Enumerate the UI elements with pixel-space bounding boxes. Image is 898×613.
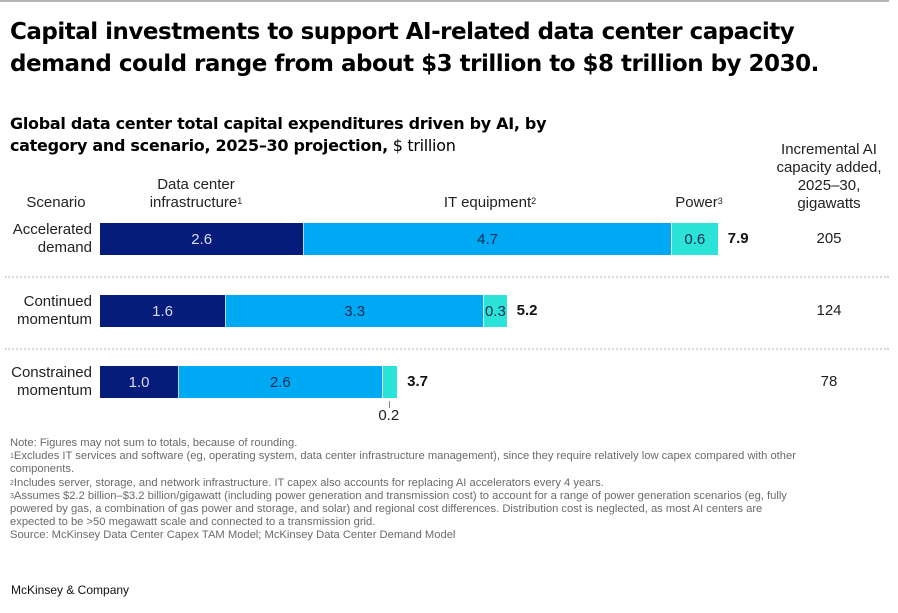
bar-value-label: 4.7 [477,230,498,248]
column-header-capacity-line4: gigawatts [797,195,861,212]
footnote-1-cont: components. [10,463,75,476]
column-header-capacity-line2: capacity added, [776,159,882,176]
bar-segment-infra: 2.6 [100,223,304,255]
capacity-value: 124 [816,302,842,319]
chart-subtitle: Global data center total capital expendi… [10,113,570,157]
headline: Capital investments to support AI-relate… [10,19,819,77]
capacity-value: 78 [820,373,838,390]
bar-value-label: 3.3 [344,302,366,320]
bar-segment-power [381,366,398,398]
capacity-value: 205 [816,230,842,247]
bar-segment-it: 3.3 [225,295,484,327]
footnote-marker: 1 [237,196,243,206]
footnote-2-text: Includes server, storage, and network in… [13,476,604,489]
bar-segment-infra: 1.0 [100,366,179,398]
scenario-label-line: Accelerated [12,221,92,238]
bar-total-label: 5.2 [516,302,538,319]
column-header-it: IT equipment2 [420,194,560,212]
bar-segment-power: 0.6 [670,223,718,255]
column-header-power: Power3 [664,194,734,212]
footnote-3-cont: powered by gas, a combination of gas pow… [10,503,763,516]
subtitle-unit: $ trillion [387,136,456,155]
scenario-label: Constrained momentum [0,364,92,400]
row-separator [5,348,889,350]
column-header-infra: Data center infrastructure1 [126,176,266,212]
footnote-marker: 2 [531,196,537,206]
bar-value-label: 2.6 [191,230,213,248]
footnote-2: 2Includes server, storage, and network i… [10,477,880,490]
callout-line [388,401,390,408]
bar-segment-it: 4.7 [303,223,671,255]
scenario-label: Continued momentum [0,293,92,329]
footnote-1: 1Excludes IT services and software (eg, … [10,450,880,463]
footnote-marker: 2 [10,479,14,487]
footnote-3-text: Assumes $2.2 billion–$3.2 billion/gigawa… [13,489,787,502]
top-rule [0,0,889,2]
bar-total-label: 3.7 [407,373,429,390]
scenario-label: Accelerated demand [0,221,92,257]
column-header-scenario: Scenario [14,194,98,212]
scenario-label-line: Continued [23,293,92,310]
bar-value-callout: 0.2 [378,407,400,424]
row-separator [5,276,889,278]
footnote-1-text: Excludes IT services and software (eg, o… [13,450,796,463]
column-header-infra-line2: infrastructure [149,194,238,211]
footnote-3-cont2: expected to be >50 megawatt scale and co… [10,516,376,529]
note-rounding: Note: Figures may not sum to totals, bec… [10,437,298,449]
column-header-power-text: Power [675,194,718,211]
source-note: Source: McKinsey Data Center Capex TAM M… [10,529,456,542]
footnote-marker: 3 [717,196,723,206]
footnote-marker: 1 [10,453,14,461]
bar-segment-it: 2.6 [178,366,382,398]
scenario-label-line: demand [37,239,92,256]
bar-total-label: 7.9 [727,230,749,247]
brand-logo-text: McKinsey & Company [11,583,130,597]
column-header-it-text: IT equipment [443,194,532,211]
scenario-label-line: momentum [16,311,92,328]
bar-value-label: 0.3 [484,302,506,320]
column-header-capacity-line3: 2025–30, [797,177,861,194]
footnote-marker: 3 [10,492,14,500]
bar-segment-infra: 1.6 [100,295,226,327]
bar-value-label: 2.6 [269,373,291,391]
bar-value-label: 1.6 [152,302,173,320]
scenario-label-line: Constrained [11,364,92,381]
bar-segment-power: 0.3 [483,295,507,327]
column-header-scenario-text: Scenario [26,194,86,211]
bar-value-label: 0.6 [684,230,706,248]
scenario-label-line: momentum [16,382,92,399]
footnotes: Note: Figures may not sum to totals, bec… [10,437,880,543]
column-header-capacity: Incremental AI capacity added, 2025–30, … [764,141,894,213]
bar-value-label: 1.0 [128,373,150,391]
column-header-capacity-line1: Incremental AI [781,141,877,158]
subtitle-text: Global data center total capital expendi… [10,114,547,155]
footnote-3: 3Assumes $2.2 billion–$3.2 billion/gigaw… [10,490,880,503]
column-header-infra-line1: Data center [157,176,235,193]
